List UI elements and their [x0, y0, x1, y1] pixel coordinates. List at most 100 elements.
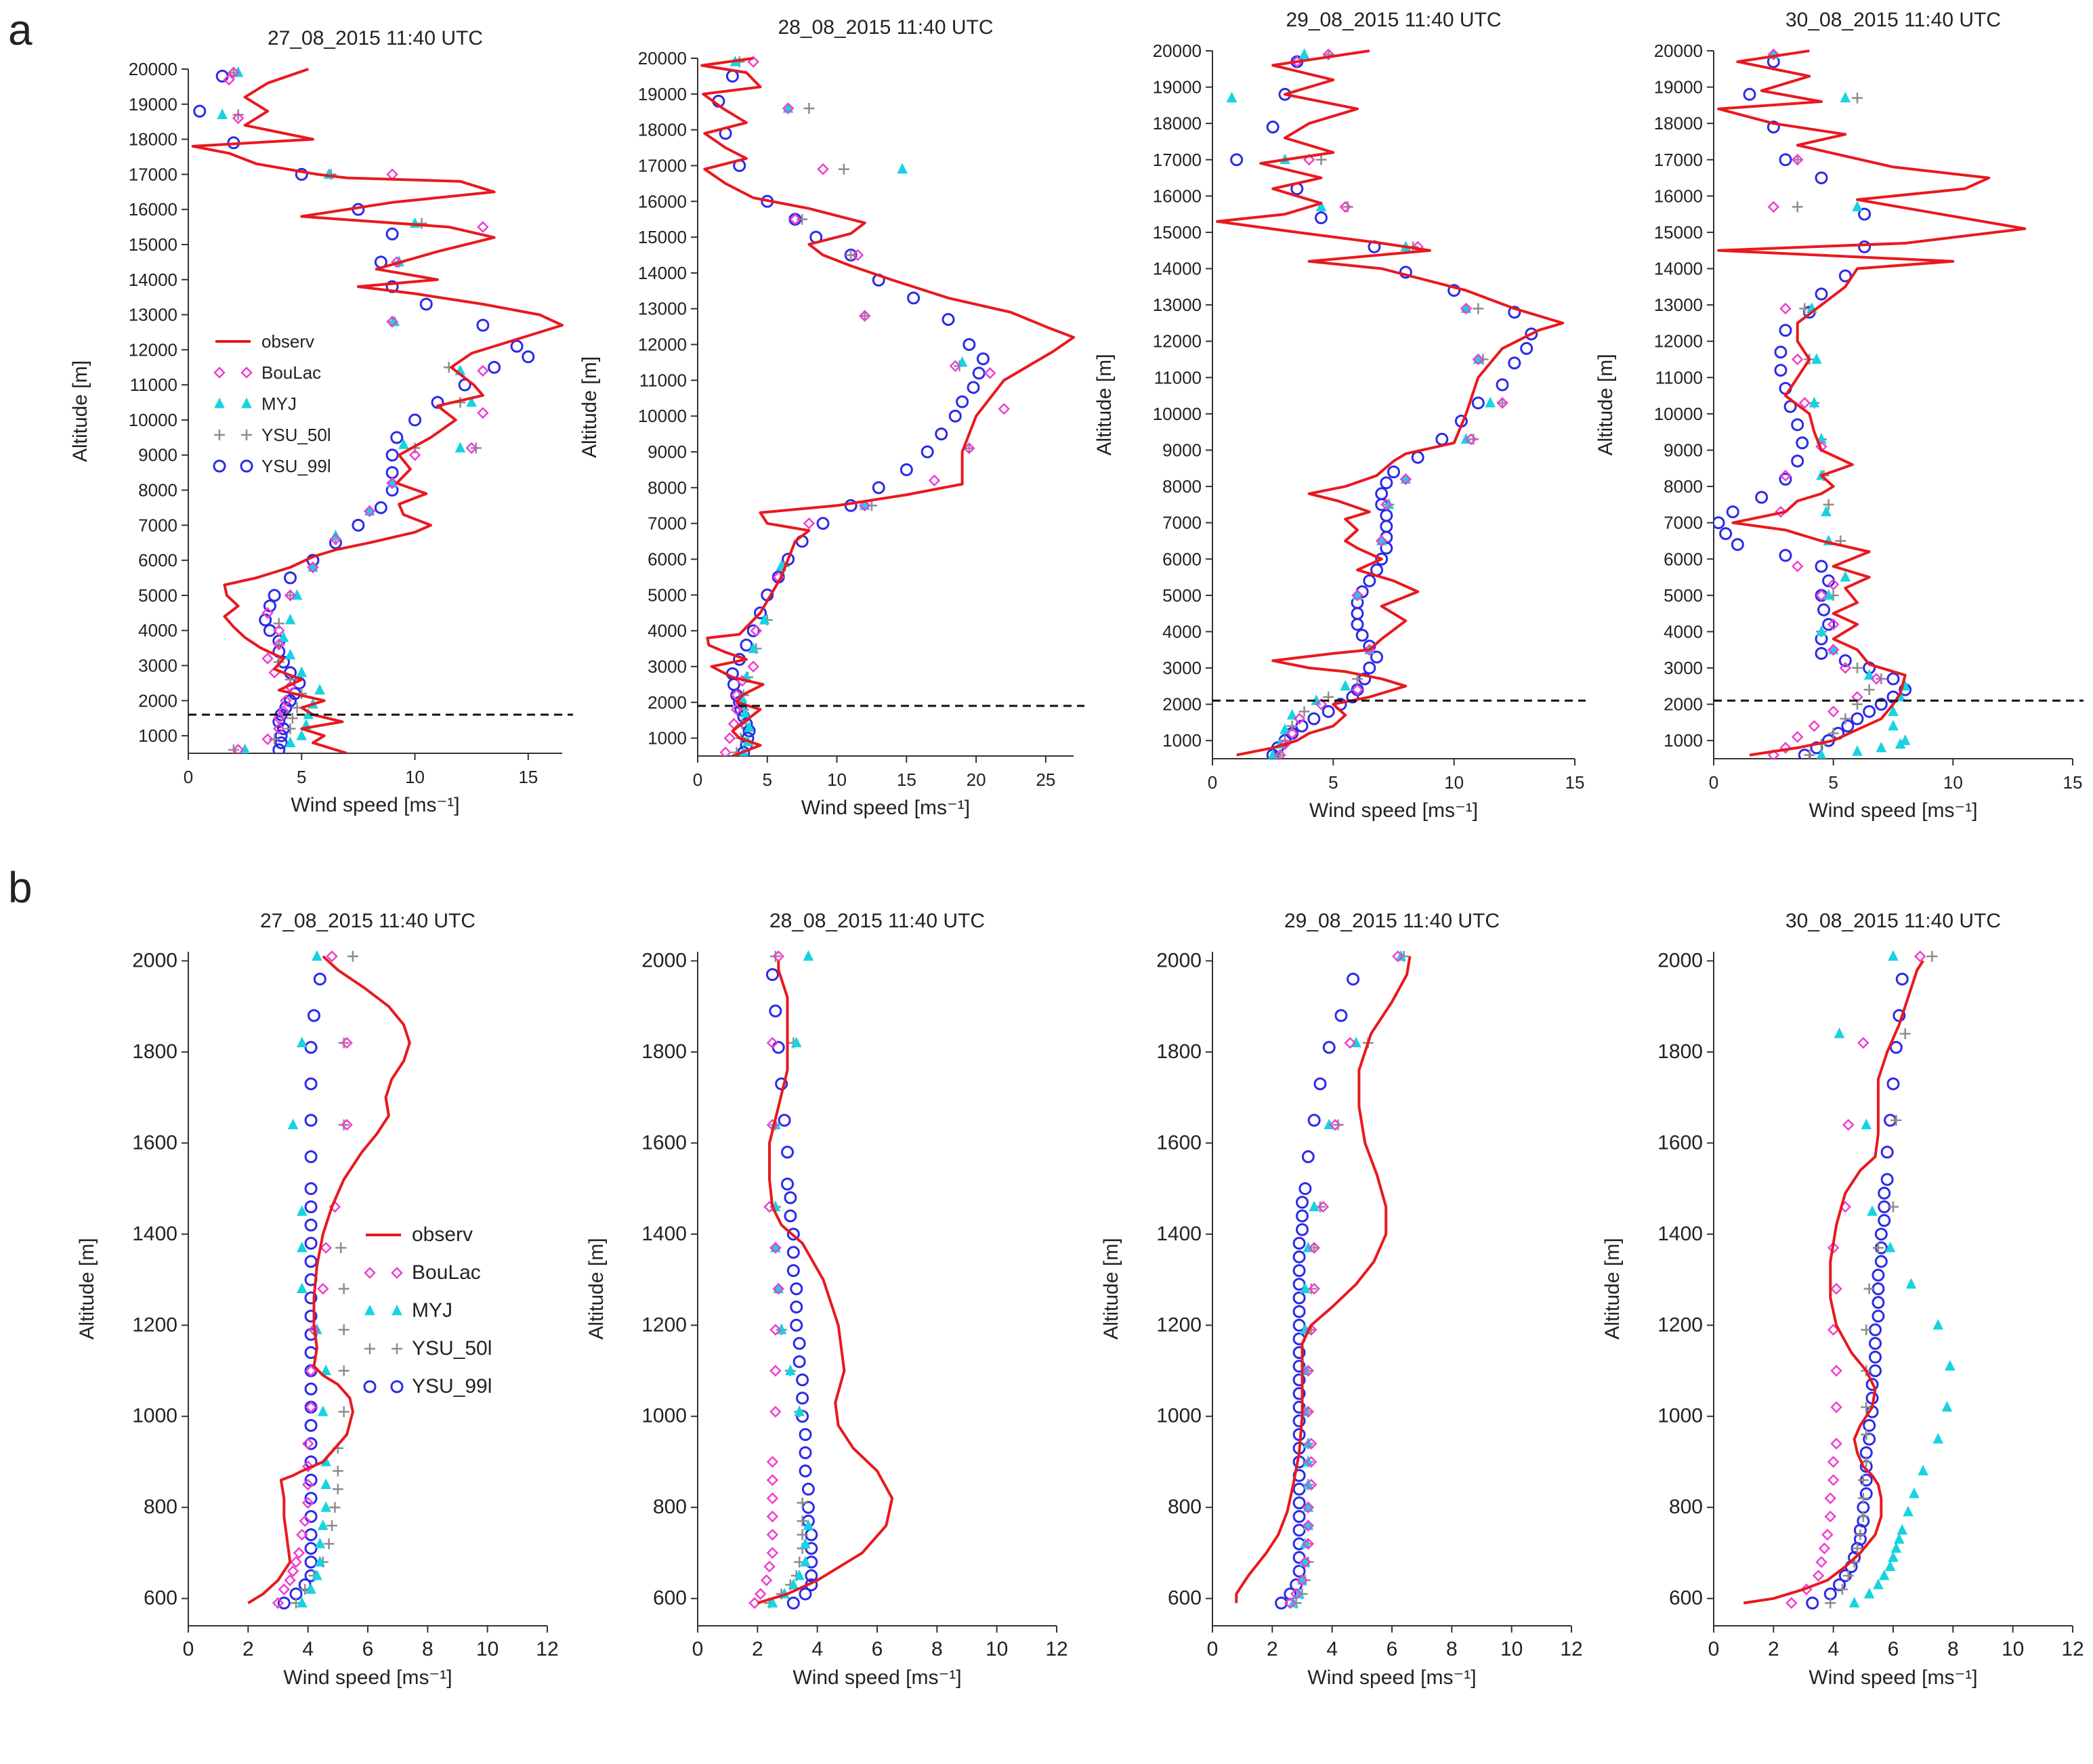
- BouLac-marker: [1399, 473, 1412, 486]
- MYJ-marker: [1899, 734, 1911, 745]
- MYJ-marker: [1861, 1118, 1872, 1129]
- YSU_50l-marker: [866, 500, 877, 511]
- YSU_99l-marker: [1779, 324, 1792, 337]
- MYJ-marker: [1863, 1587, 1875, 1599]
- MYJ-marker: [320, 1478, 331, 1490]
- YSU_99l-marker: [215, 69, 229, 83]
- plot-area: [1235, 950, 1412, 1610]
- MYJ-marker: [767, 1597, 778, 1608]
- BouLac-marker: [299, 1515, 312, 1528]
- BouLac-marker: [1296, 1574, 1309, 1587]
- BouLac-marker: [747, 56, 759, 68]
- y-tick-label: 11000: [130, 375, 177, 395]
- x-tick-label: 5: [297, 767, 306, 787]
- BouLac-marker: [858, 310, 871, 322]
- BouLac-marker: [769, 1242, 782, 1254]
- BouLac-marker: [766, 1528, 779, 1541]
- BouLac-marker: [1815, 1556, 1827, 1568]
- YSU_99l-marker: [1292, 1482, 1306, 1496]
- legend-marker-YSU_50l: [214, 429, 225, 440]
- legend-marker-YSU_99l: [240, 459, 253, 473]
- BouLac-marker: [984, 367, 996, 379]
- YSU_50l-marker: [1852, 663, 1863, 674]
- y-tick-label: 800: [144, 1496, 177, 1518]
- YSU_50l-marker: [1863, 684, 1875, 696]
- BouLac-marker: [1464, 433, 1477, 446]
- YSU_99l-marker: [786, 1596, 800, 1610]
- MYJ-marker: [296, 729, 308, 740]
- x-tick-label: 15: [897, 770, 916, 790]
- legend-marker-BouLac: [364, 1267, 376, 1279]
- y-tick-label: 6000: [648, 549, 687, 569]
- BouLac-marker: [1302, 1364, 1315, 1377]
- YSU_50l-marker: [1840, 713, 1851, 725]
- BouLac-marker: [272, 1597, 284, 1610]
- BouLac-marker: [232, 112, 245, 125]
- BouLac-marker: [1830, 1437, 1842, 1450]
- MYJ-marker: [217, 108, 228, 119]
- YSU_99l-marker: [1858, 207, 1872, 221]
- YSU_99l-marker: [284, 571, 297, 585]
- chart-b2: 28_08_2015 11:40 UTC 0 2 4 6 8 10 12 600 800 1000 1…: [585, 910, 1068, 1689]
- YSU_99l-marker: [1878, 1214, 1891, 1227]
- YSU_99l-marker: [1322, 1041, 1336, 1054]
- BouLac-marker: [1767, 201, 1780, 213]
- y-tick-label: 1400: [1156, 1223, 1202, 1245]
- MYJ-marker: [1897, 1524, 1908, 1535]
- YSU_99l-marker: [948, 409, 962, 423]
- BouLac-marker: [326, 950, 338, 963]
- YSU_99l-marker: [725, 69, 739, 83]
- MYJ-marker: [1852, 745, 1863, 756]
- y-tick-label: 1400: [1657, 1223, 1703, 1245]
- legend-marker-BouLac: [391, 1267, 403, 1279]
- BouLac-marker: [290, 1556, 302, 1568]
- YSU_99l-marker: [1815, 171, 1828, 185]
- YSU_50l-marker: [335, 1242, 347, 1253]
- YSU_99l-marker: [1296, 1196, 1309, 1209]
- YSU_99l-marker: [476, 318, 490, 332]
- y-tick-label: 6000: [1162, 549, 1202, 569]
- y-tick-label: 6000: [138, 550, 177, 570]
- BouLac-marker: [1392, 950, 1404, 963]
- YSU_50l-marker: [1342, 201, 1353, 213]
- chart-b4: 30_08_2015 11:40 UTC 0 2 4 6 8 10 12 600 800 1000 1…: [1601, 910, 2084, 1689]
- series-MYJ: [767, 950, 814, 1608]
- MYJ-marker: [297, 1205, 308, 1216]
- YSU_50l-marker: [326, 1520, 337, 1532]
- YSU_99l-marker: [1301, 1150, 1315, 1164]
- YSU_99l-marker: [1380, 520, 1393, 533]
- y-tick-label: 19000: [638, 84, 687, 104]
- YSU_99l-marker: [781, 1177, 794, 1191]
- YSU_99l-marker: [304, 1382, 318, 1395]
- y-tick-label: 8000: [138, 480, 177, 501]
- series-YSU_99l: [1714, 55, 1912, 759]
- MYJ-marker: [1888, 1551, 1899, 1562]
- x-tick-label: 0: [1207, 1638, 1219, 1660]
- YSU_99l-marker: [408, 413, 422, 427]
- YSU_99l-marker: [1307, 712, 1321, 726]
- BouLac-marker: [1827, 1456, 1840, 1468]
- YSU_99l-marker: [1880, 1173, 1894, 1186]
- YSU_50l-marker: [1899, 1028, 1911, 1040]
- panel-label-b: b: [8, 863, 33, 912]
- chart-title: 30_08_2015 11:40 UTC: [1785, 910, 2001, 932]
- BouLac-marker: [1322, 48, 1334, 61]
- legend-marker-BouLac: [240, 366, 253, 379]
- y-tick-label: 1400: [132, 1223, 177, 1245]
- YSU_99l-marker: [1889, 1041, 1903, 1054]
- YSU_99l-marker: [956, 395, 969, 408]
- x-axis-label: Wind speed [ms⁻¹]: [1309, 799, 1478, 822]
- x-axis-label: Wind speed [ms⁻¹]: [1809, 1666, 1977, 1689]
- MYJ-marker: [320, 1364, 331, 1376]
- BouLac-marker: [284, 589, 297, 602]
- BouLac-marker: [273, 624, 285, 637]
- MYJ-marker: [1903, 1505, 1914, 1517]
- YSU_99l-marker: [765, 968, 779, 982]
- x-tick-label: 0: [1708, 1638, 1720, 1660]
- y-tick-label: 1000: [641, 1405, 687, 1427]
- BouLac-marker: [477, 364, 489, 377]
- BouLac-marker: [232, 744, 245, 753]
- MYJ-marker: [794, 1569, 805, 1580]
- YSU_50l-marker: [1857, 1474, 1869, 1486]
- MYJ-marker: [1309, 1200, 1319, 1211]
